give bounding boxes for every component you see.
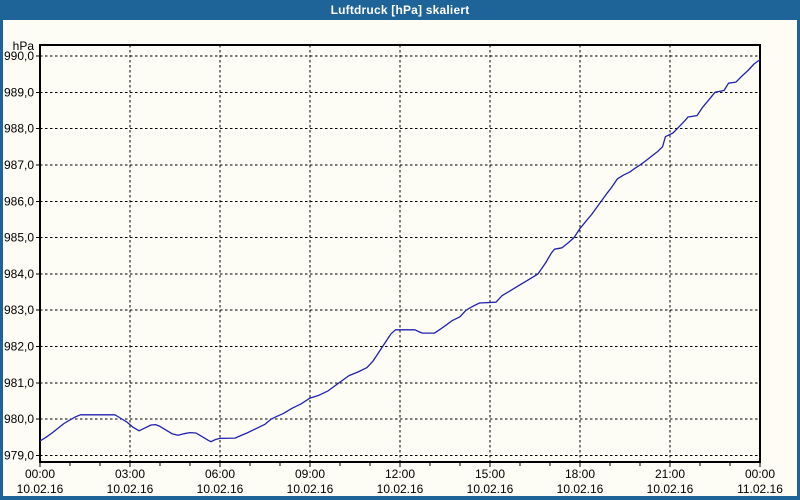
x-tick-time-label: 09:00 [295,467,325,481]
x-tick-date-label: 10.02.16 [647,482,694,496]
x-tick-time-label: 18:00 [565,467,595,481]
x-tick-date-label: 11.02.16 [737,482,783,496]
plot-border [39,44,761,463]
x-tick-date-label: 10.02.16 [197,482,244,496]
pressure-line [39,59,761,443]
y-tick-label: 990,0 [4,49,34,63]
y-tick-label: 986,0 [4,194,34,208]
y-axis-unit-label: hPa [13,39,35,53]
x-tick-date-label: 10.02.16 [557,482,604,496]
window-title: Luftdruck [hPa] skaliert [330,3,470,17]
y-tick-label: 987,0 [4,158,34,172]
x-tick-date-label: 10.02.16 [17,482,64,496]
y-tick-label: 983,0 [4,303,34,317]
x-tick-time-label: 06:00 [205,467,235,481]
chart-area: 990,0 989,0 988,0 987,0 986,0 985,0 984,0 983,0… [3,20,797,496]
x-tick-time-label: 12:00 [385,467,415,481]
y-tick-label: 979,0 [4,449,34,463]
y-tick-label: 989,0 [4,85,34,99]
x-tick-time-label: 00:00 [745,467,775,481]
y-tick-label: 985,0 [4,231,34,245]
x-tick-date-label: 10.02.16 [377,482,424,496]
y-tick-label: 981,0 [4,376,34,390]
title-bar: Luftdruck [hPa] skaliert [0,0,800,20]
y-tick-label: 984,0 [4,267,34,281]
x-tick-time-label: 03:00 [115,467,145,481]
x-tick-time-label: 21:00 [655,467,685,481]
y-tick-label: 980,0 [4,412,34,426]
x-tick-date-label: 10.02.16 [287,482,334,496]
x-tick-time-label: 15:00 [475,467,505,481]
x-tick-date-label: 10.02.16 [467,482,514,496]
x-tick-time-label: 00:00 [25,467,55,481]
y-tick-label: 982,0 [4,340,34,354]
x-tick-date-label: 10.02.16 [107,482,154,496]
pressure-chart: 990,0 989,0 988,0 987,0 986,0 985,0 984,0 983,0… [4,39,783,496]
y-tick-label: 988,0 [4,122,34,136]
